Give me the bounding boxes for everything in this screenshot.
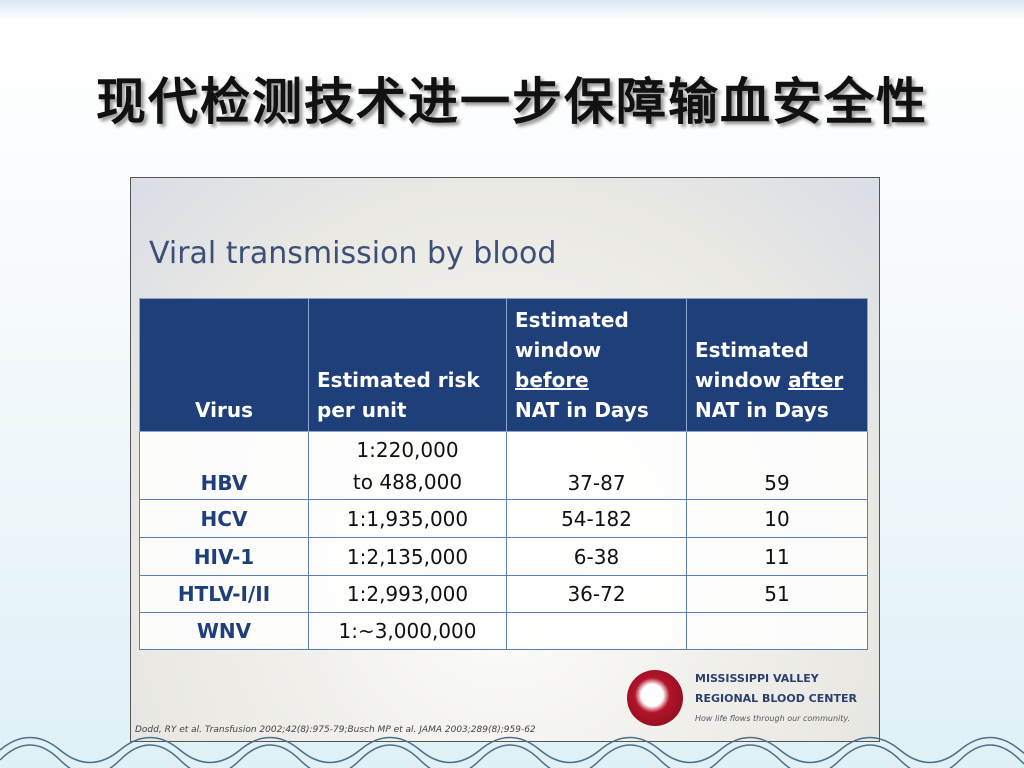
table-row: HCV 1:1,935,000 54-182 10 [139,499,868,538]
header-text: Virus [195,398,253,422]
cell-text: 6-38 [573,544,620,569]
cell-text: 37-87 [567,471,626,495]
table-cell: HIV-1 [139,537,309,576]
cell-text: HTLV-I/II [177,582,271,606]
cell-line: 1:2,993,000 [346,582,469,606]
header-text: Estimated risk per unit [317,368,480,422]
cell-line: 1:220,000 [356,437,459,462]
cell-line: 1:~3,000,000 [338,619,477,643]
header-cell: Estimated risk per unit [308,298,507,432]
table-cell: 1:2,135,000 [308,537,507,576]
cell-text: HBV [200,471,248,495]
cell-text: HCV [200,506,248,531]
logo-line: REGIONAL BLOOD CENTER [695,692,857,705]
table-cell [686,612,868,650]
logo-tagline: How life flows through our community. [695,714,851,723]
table-row: HBV 1:220,000 to 488,000 37-87 59 [139,431,868,500]
table-cell: 54-182 [506,499,687,538]
table-cell: WNV [139,612,309,650]
table-cell: 1:~3,000,000 [308,612,507,650]
wave-decoration [0,736,1024,768]
header-text: NAT in Days [515,398,649,422]
header-cell: Estimated window after NAT in Days [686,298,868,432]
logo-mark [627,670,683,726]
cell-text: 51 [764,582,790,606]
logo: MISSISSIPPI VALLEY REGIONAL BLOOD CENTER… [627,668,877,728]
cell-line: 1:2,135,000 [346,544,469,569]
cell-text: HIV-1 [193,544,255,569]
table-cell: 11 [686,537,868,576]
table-row: WNV 1:~3,000,000 [139,612,868,650]
cell-line: to 488,000 [352,469,463,494]
panel-title: Viral transmission by blood [149,236,557,271]
table-cell: 1:2,993,000 [308,575,507,613]
header-cell: Virus [139,298,309,432]
table-cell: 59 [686,431,868,500]
table-cell: 6-38 [506,537,687,576]
table-cell [506,612,687,650]
cell-text: 36-72 [567,582,626,606]
table-cell: 51 [686,575,868,613]
table-cell: 1:1,935,000 [308,499,507,538]
table-cell: 1:220,000 to 488,000 [308,431,507,500]
header-text: Estimated window [695,338,809,392]
header-underlined: before [515,368,589,392]
table-cell: 10 [686,499,868,538]
cell-line: 1:1,935,000 [346,506,469,531]
cell-text: 11 [764,544,790,569]
header-underlined: after [788,368,844,392]
header-text: NAT in Days [695,398,829,422]
table-row: HIV-1 1:2,135,000 6-38 11 [139,537,868,576]
slide-title: 现代检测技术进一步保障输血安全性 [96,72,928,131]
cell-text: 10 [764,506,790,531]
panel: Viral transmission by blood Virus Estimat… [130,177,880,742]
table-row: HTLV-I/II 1:2,993,000 36-72 51 [139,575,868,613]
header-text: Estimated window [515,308,629,362]
cell-text: 59 [764,471,790,495]
table-cell: 36-72 [506,575,687,613]
table-cell: HTLV-I/II [139,575,309,613]
header-cell: Estimated window before NAT in Days [506,298,687,432]
cell-text: 54-182 [561,506,632,531]
table-cell: 37-87 [506,431,687,500]
header-row: Virus Estimated risk per unit Estimated wi… [139,298,868,432]
citation: Dodd, RY et al. Transfusion 2002;42(8):9… [135,725,536,735]
table: Virus Estimated risk per unit Estimated wi… [139,298,868,650]
table-cell: HBV [139,431,309,500]
cell-text: WNV [196,619,252,643]
table-cell: HCV [139,499,309,538]
logo-line: MISSISSIPPI VALLEY [695,672,819,685]
